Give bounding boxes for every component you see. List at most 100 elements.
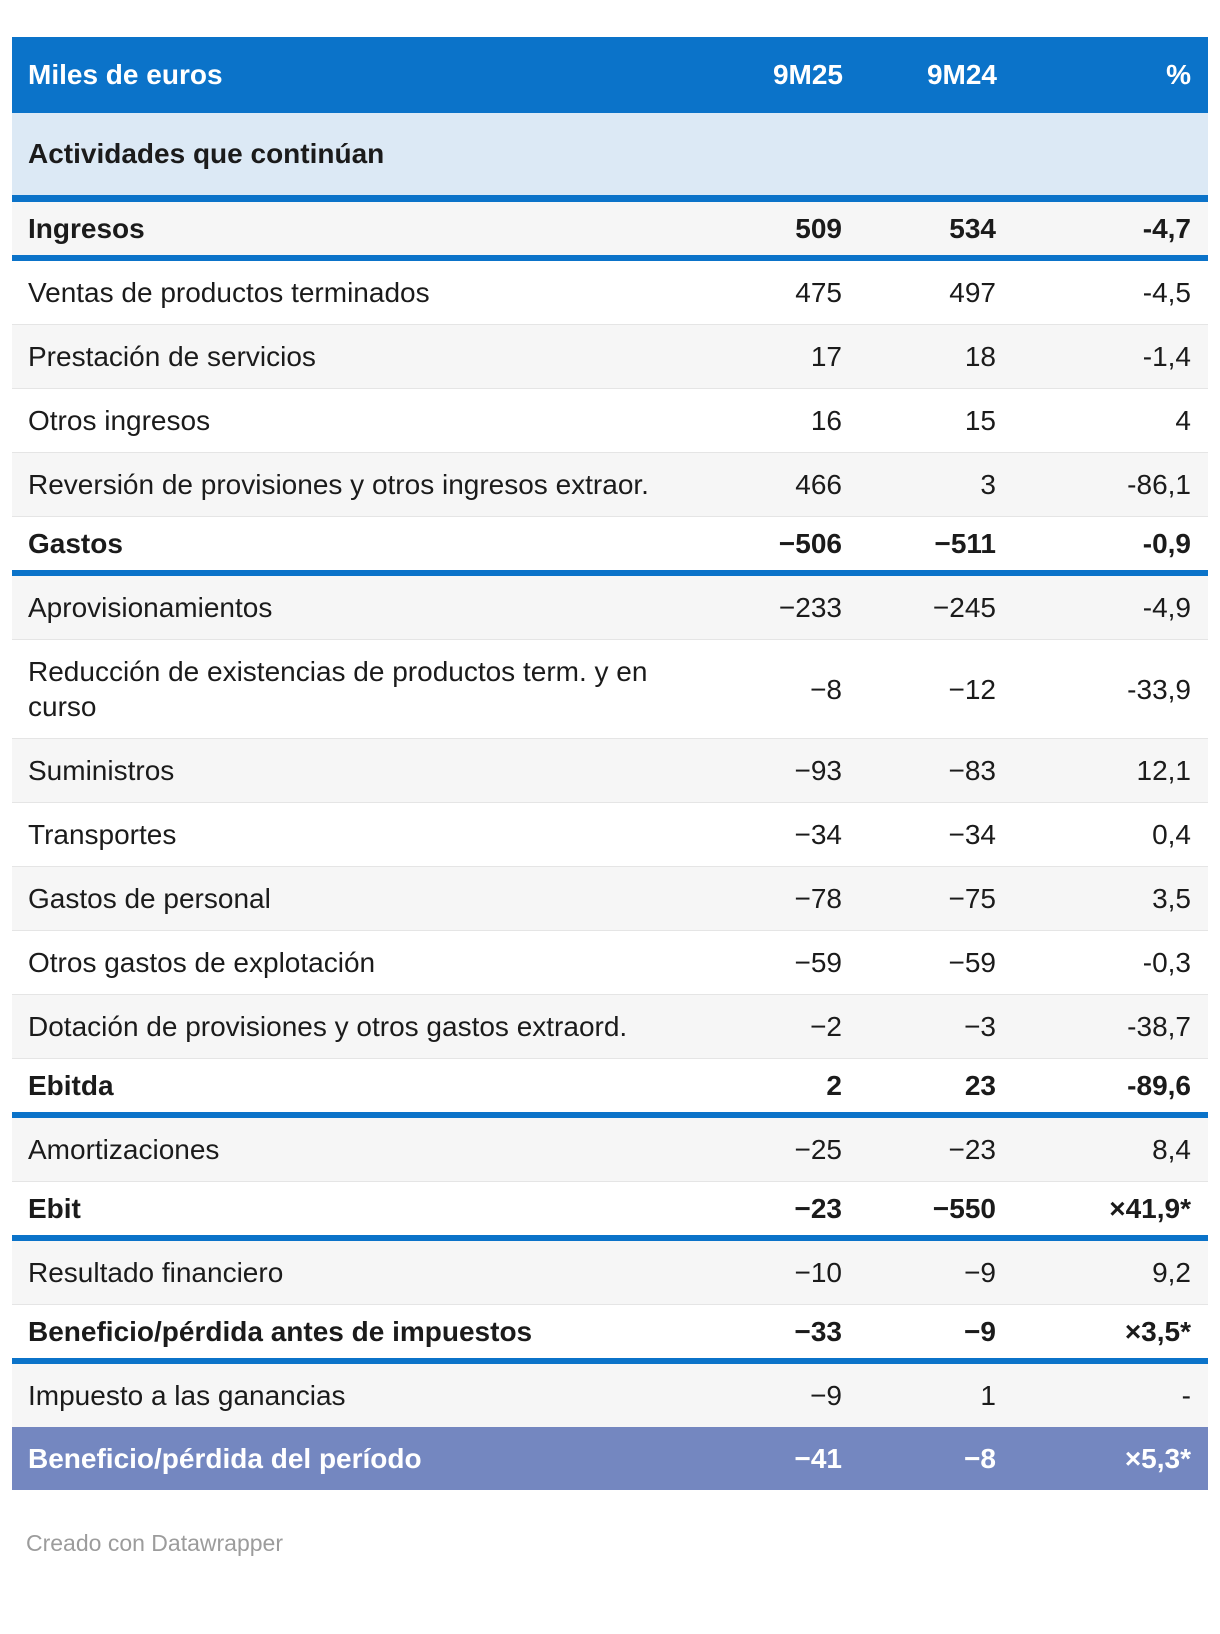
row-label: Reversión de provisiones y otros ingreso… (12, 452, 684, 517)
row-label: Ebitda (12, 1058, 684, 1118)
table-header-row: Miles de euros 9M25 9M24 % (12, 37, 1208, 113)
row-value-percent: -33,9 (997, 639, 1208, 739)
row-value-percent: 0,4 (997, 802, 1208, 867)
row-value-percent: 3,5 (997, 866, 1208, 931)
table-row: Gastos de personal −78 −75 3,5 (12, 866, 1208, 931)
table-row: Prestación de servicios 17 18 -1,4 (12, 324, 1208, 389)
header-col-9m24: 9M24 (843, 37, 997, 113)
row-value-percent: ×3,5* (997, 1304, 1208, 1364)
table-row: Ingresos 509 534 -4,7 (12, 198, 1208, 261)
table-row: Suministros −93 −83 12,1 (12, 738, 1208, 803)
row-value-9m25: 2 (684, 1058, 843, 1118)
row-value-percent: ×41,9* (997, 1181, 1208, 1241)
row-value-percent: -0,3 (997, 930, 1208, 995)
table-row: Ebit −23 −550 ×41,9* (12, 1181, 1208, 1241)
table-row: Impuesto a las ganancias −9 1- (12, 1361, 1208, 1427)
row-value-percent: 4 (997, 388, 1208, 453)
row-value-9m25: −33 (684, 1304, 843, 1364)
row-value-percent: -4,9 (997, 573, 1208, 640)
table-row: Otros gastos de explotación −59 −59 -0,3 (12, 930, 1208, 995)
row-label: Beneficio/pérdida del período (12, 1427, 684, 1490)
row-value-9m25: −41 (684, 1427, 843, 1490)
row-value-9m25: −34 (684, 802, 843, 867)
row-value-percent: -0,9 (997, 516, 1208, 576)
row-value-9m24: −75 (843, 866, 997, 931)
financial-results-table: Miles de euros 9M25 9M24 % Actividades q… (12, 37, 1208, 1490)
row-value-9m25: 509 (684, 198, 843, 261)
row-value-9m24: −34 (843, 802, 997, 867)
table-row: Ebitda 2 23 -89,6 (12, 1058, 1208, 1118)
row-value-9m24: −12 (843, 639, 997, 739)
row-value-9m25: −2 (684, 994, 843, 1059)
row-value-9m25: −78 (684, 866, 843, 931)
row-value-9m25: −8 (684, 639, 843, 739)
row-value-9m25: −23 (684, 1181, 843, 1241)
row-value-percent: - (997, 1361, 1208, 1427)
row-value-percent: 8,4 (997, 1115, 1208, 1182)
table-row: Reversión de provisiones y otros ingreso… (12, 452, 1208, 517)
row-label: Amortizaciones (12, 1115, 684, 1182)
table-row: Dotación de provisiones y otros gastos e… (12, 994, 1208, 1059)
row-value-9m25: −25 (684, 1115, 843, 1182)
row-value-9m25: 475 (684, 258, 843, 325)
row-value-percent: -4,5 (997, 258, 1208, 325)
row-value-9m24: 534 (843, 198, 997, 261)
row-value-9m24: 497 (843, 258, 997, 325)
table-row: Gastos −506 −511 -0,9 (12, 516, 1208, 576)
row-value-percent: 12,1 (997, 738, 1208, 803)
table-row: Otros ingresos 16 15 4 (12, 388, 1208, 453)
row-value-9m25: −93 (684, 738, 843, 803)
row-label: Beneficio/pérdida antes de impuestos (12, 1304, 684, 1364)
table-row: Aprovisionamientos −233 −245 -4,9 (12, 573, 1208, 640)
header-metric-label: Miles de euros (12, 37, 684, 113)
row-value-9m24: −9 (843, 1238, 997, 1305)
row-value-9m24: −3 (843, 994, 997, 1059)
row-value-9m24: 3 (843, 452, 997, 517)
row-label: Resultado financiero (12, 1238, 684, 1305)
row-value-9m25: 466 (684, 452, 843, 517)
row-value-9m24: 1 (843, 1361, 997, 1427)
row-value-9m25: −506 (684, 516, 843, 576)
row-label: Suministros (12, 738, 684, 803)
row-value-9m24: −511 (843, 516, 997, 576)
row-value-9m25: −9 (684, 1361, 843, 1427)
section-row: Actividades que continúan (12, 113, 1208, 202)
table-row: Ventas de productos terminados 475 497 -4,5 (12, 258, 1208, 325)
row-value-9m24: −83 (843, 738, 997, 803)
header-col-percent: % (997, 37, 1208, 113)
row-value-9m24: −245 (843, 573, 997, 640)
row-label: Otros gastos de explotación (12, 930, 684, 995)
row-value-9m24: 23 (843, 1058, 997, 1118)
row-label: Dotación de provisiones y otros gastos e… (12, 994, 684, 1059)
row-value-9m24: 18 (843, 324, 997, 389)
row-value-9m24: −59 (843, 930, 997, 995)
row-value-9m24: −9 (843, 1304, 997, 1364)
row-label: Gastos (12, 516, 684, 576)
row-value-9m24: −8 (843, 1427, 997, 1490)
table-row: Reducción de existencias de productos te… (12, 639, 1208, 739)
row-label: Prestación de servicios (12, 324, 684, 389)
header-col-9m25: 9M25 (684, 37, 843, 113)
row-label: Transportes (12, 802, 684, 867)
row-label: Ventas de productos terminados (12, 258, 684, 325)
row-value-percent: -89,6 (997, 1058, 1208, 1118)
row-value-9m25: −233 (684, 573, 843, 640)
section-title: Actividades que continúan (12, 113, 1208, 202)
row-label: Impuesto a las ganancias (12, 1361, 684, 1427)
row-value-percent: ×5,3* (997, 1427, 1208, 1490)
row-value-percent: -86,1 (997, 452, 1208, 517)
datawrapper-attribution-link[interactable]: Creado con Datawrapper (26, 1530, 283, 1556)
row-value-9m24: 15 (843, 388, 997, 453)
row-value-percent: 9,2 (997, 1238, 1208, 1305)
row-value-9m25: 16 (684, 388, 843, 453)
table-row: Amortizaciones −25 −23 8,4 (12, 1115, 1208, 1182)
table-row: Beneficio/pérdida antes de impuestos −33−… (12, 1304, 1208, 1364)
datawrapper-table-page: Miles de euros 9M25 9M24 % Actividades q… (12, 37, 1208, 1556)
row-label: Ebit (12, 1181, 684, 1241)
row-label: Reducción de existencias de productos te… (12, 639, 684, 739)
row-label: Gastos de personal (12, 866, 684, 931)
row-value-9m24: −23 (843, 1115, 997, 1182)
row-value-9m24: −550 (843, 1181, 997, 1241)
row-value-percent: -4,7 (997, 198, 1208, 261)
table-row: Transportes −34 −34 0,4 (12, 802, 1208, 867)
